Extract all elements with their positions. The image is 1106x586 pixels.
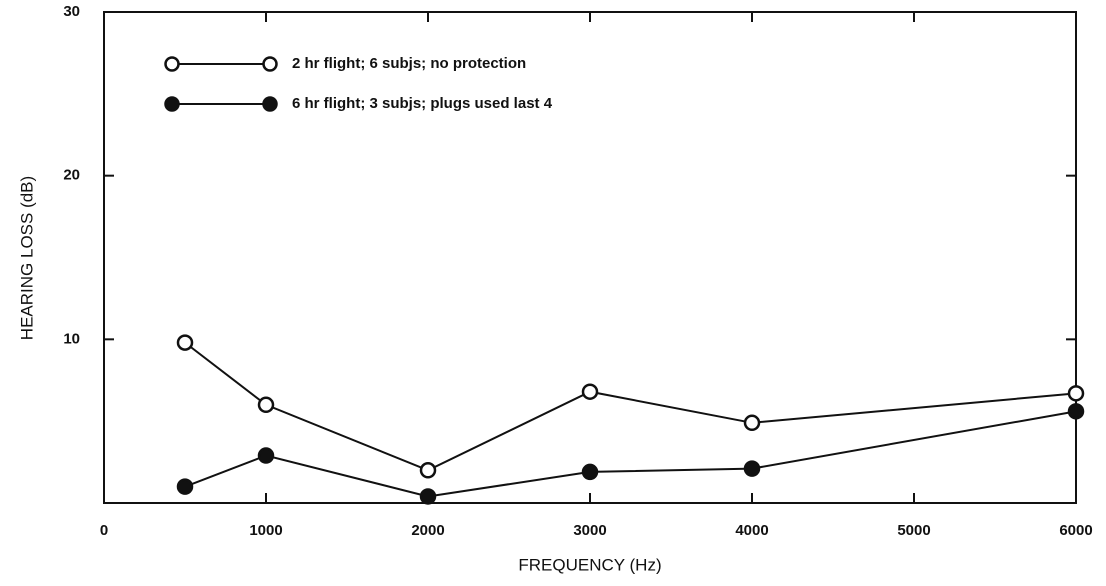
series-line	[184, 410, 1077, 498]
data-point	[581, 463, 599, 481]
y-tick-label: 20	[63, 167, 80, 184]
data-point	[419, 462, 437, 479]
data-point	[581, 383, 599, 400]
plot-frame	[103, 11, 1077, 504]
legend-marker	[164, 96, 180, 112]
legend-marker	[262, 96, 278, 112]
y-tick-label: 10	[63, 330, 80, 347]
data-point	[257, 396, 275, 414]
legend-label: 2 hr flight; 6 subjs; no protection	[292, 55, 526, 72]
x-axis-title: FREQUENCY (Hz)	[518, 555, 661, 574]
data-point	[743, 460, 761, 477]
data-point	[743, 414, 761, 432]
data-point	[1067, 385, 1085, 402]
data-point	[176, 478, 194, 495]
legend-marker	[262, 56, 278, 72]
legend-marker	[164, 56, 180, 72]
data-point	[176, 334, 194, 351]
y-axis-title: HEARING LOSS (dB)	[17, 176, 36, 340]
x-tick-label: 6000	[1059, 522, 1092, 539]
data-point	[1067, 403, 1085, 420]
series-line	[184, 341, 1077, 472]
x-tick-label: 4000	[735, 522, 768, 539]
data-point	[419, 488, 437, 505]
data-point	[257, 447, 275, 464]
x-tick-label: 2000	[411, 522, 444, 539]
x-tick-label: 0	[100, 522, 108, 539]
x-tick-label: 1000	[249, 522, 282, 539]
x-tick-label: 3000	[573, 522, 606, 539]
legend-label: 6 hr flight; 3 subjs; plugs used last 4	[292, 95, 553, 112]
y-tick-label: 30	[63, 3, 80, 20]
x-tick-label: 5000	[897, 522, 930, 539]
